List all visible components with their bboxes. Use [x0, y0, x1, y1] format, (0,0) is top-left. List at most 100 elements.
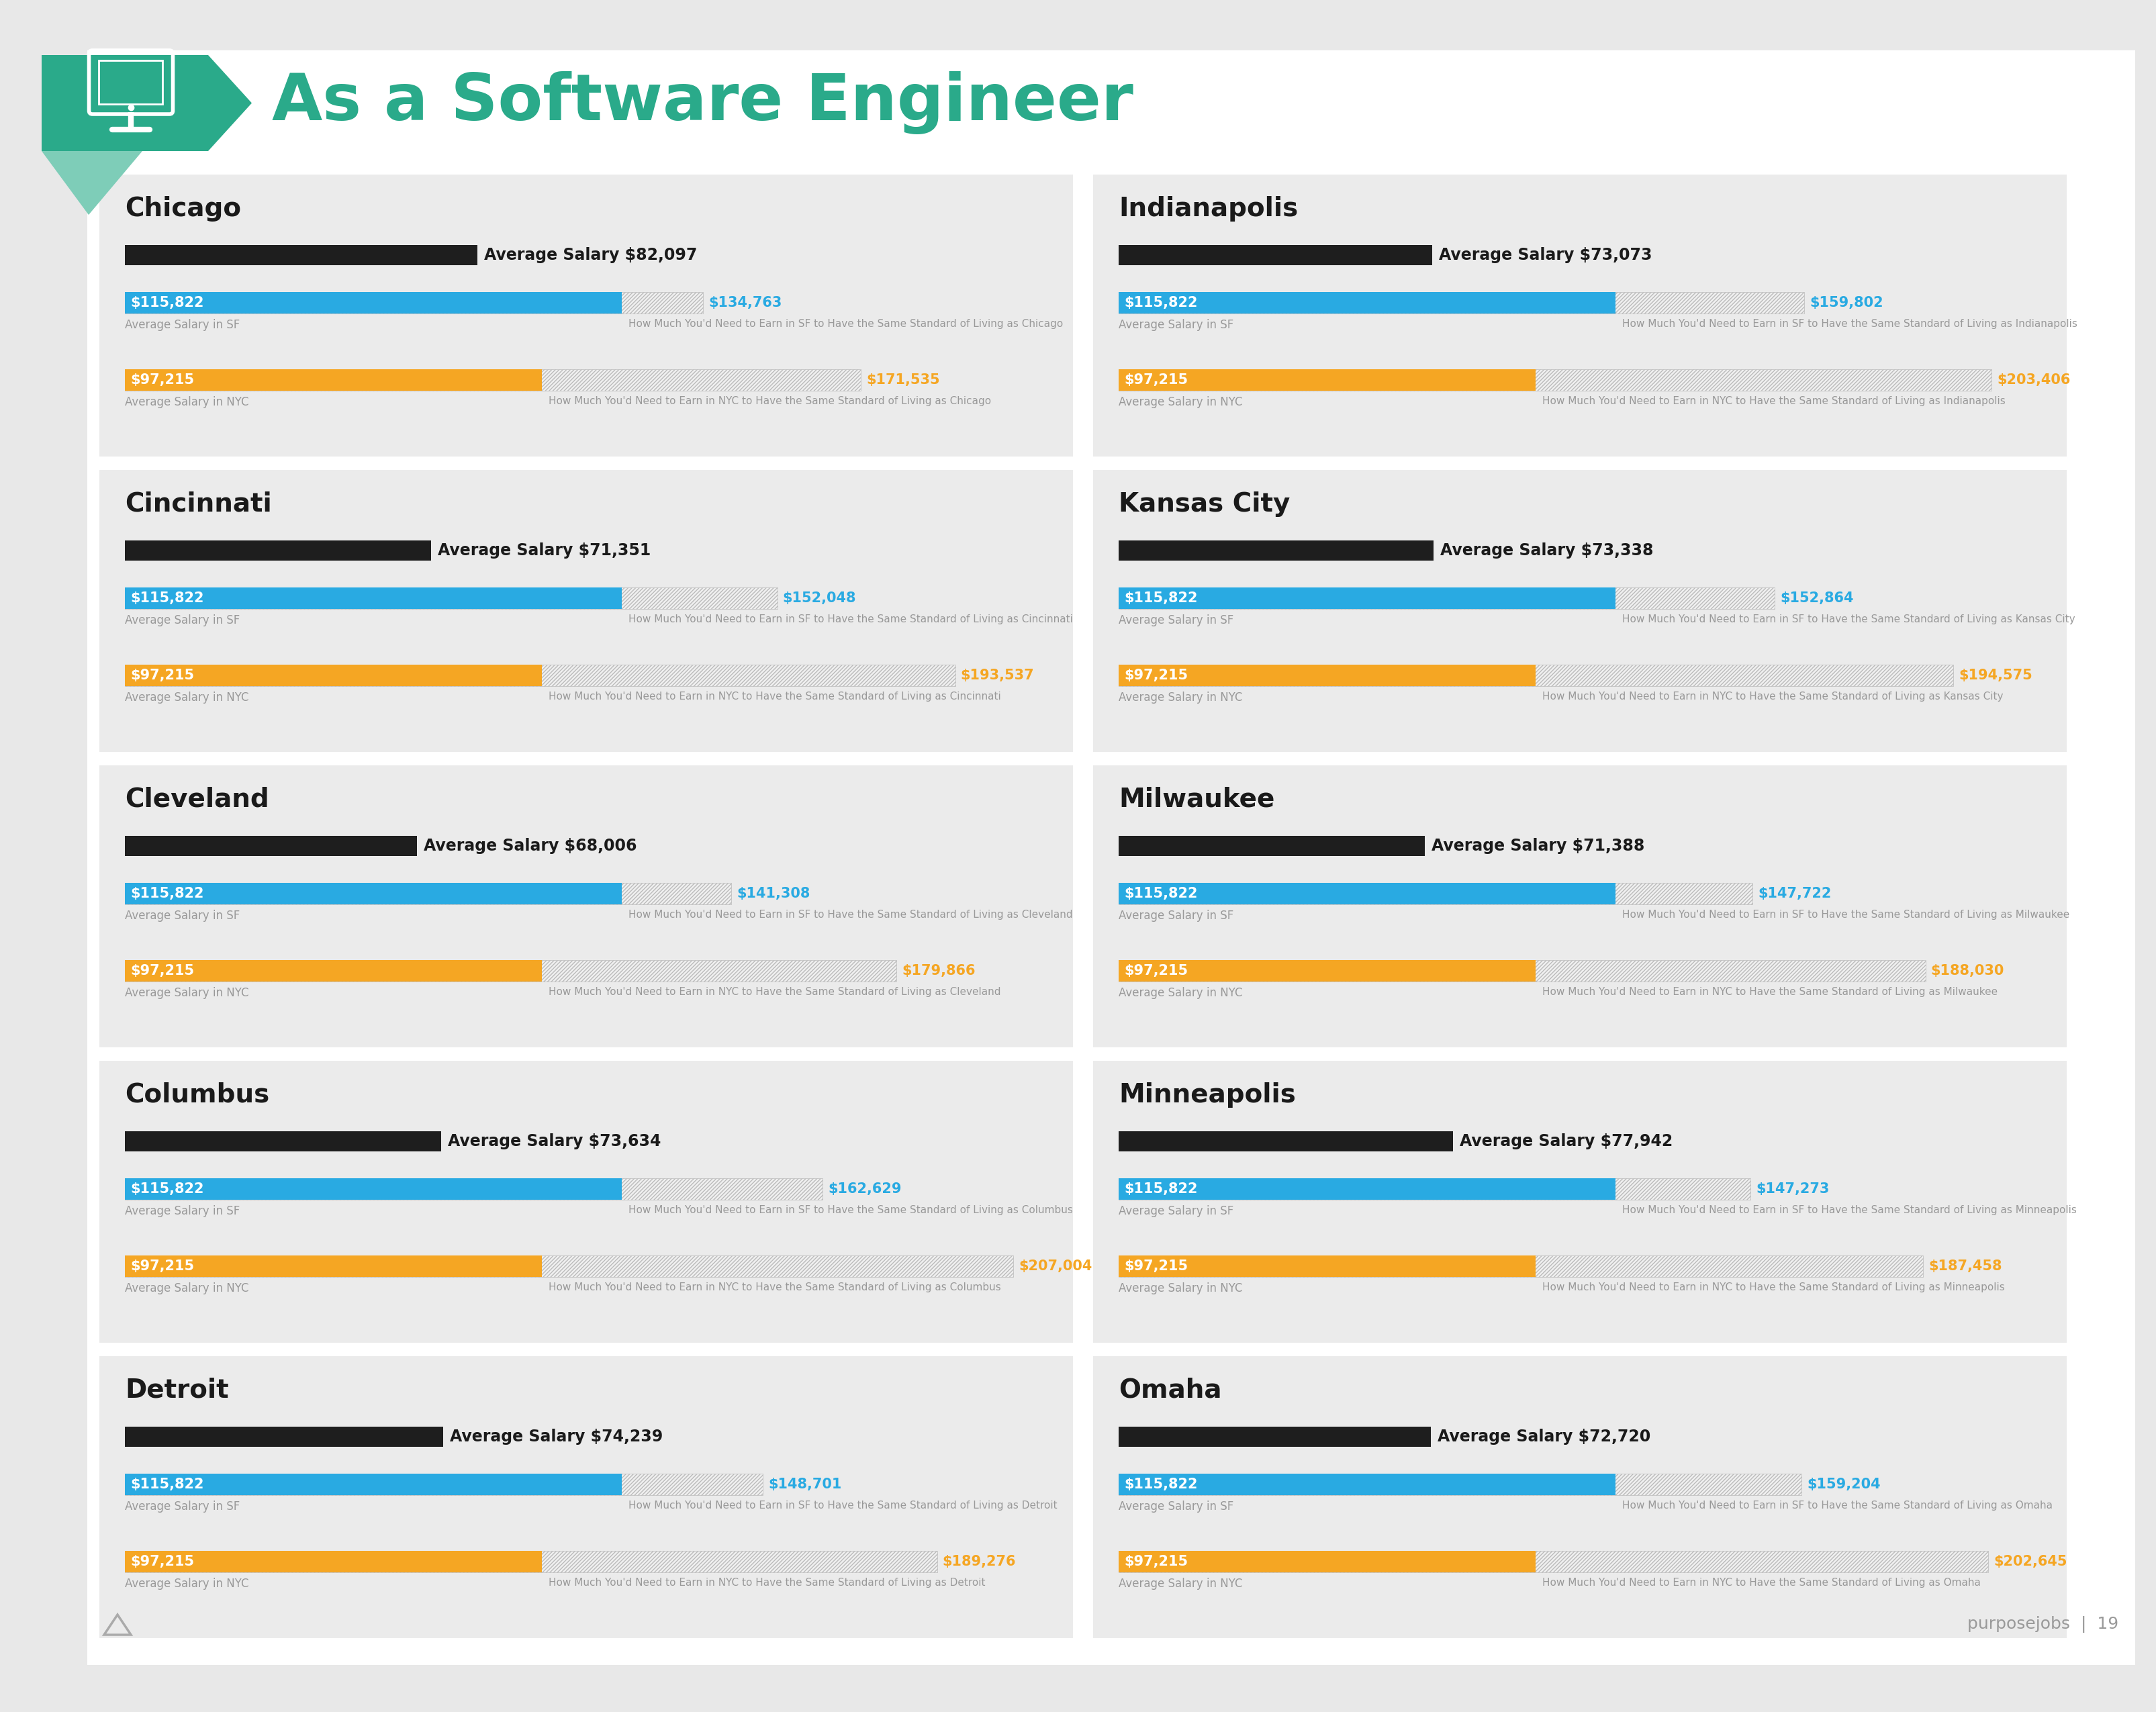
Text: $97,215: $97,215 — [129, 1260, 194, 1274]
Text: $97,215: $97,215 — [129, 964, 194, 978]
Text: Cleveland: Cleveland — [125, 788, 270, 813]
Bar — [1119, 1551, 1535, 1572]
Text: As a Software Engineer: As a Software Engineer — [272, 72, 1132, 135]
Text: Average Salary $73,634: Average Salary $73,634 — [448, 1133, 660, 1149]
Bar — [1093, 175, 2065, 457]
Text: How Much You'd Need to Earn in SF to Have the Same Standard of Living as Minneap: How Much You'd Need to Earn in SF to Hav… — [1621, 1205, 2076, 1216]
Text: Average Salary $71,351: Average Salary $71,351 — [438, 543, 651, 558]
Bar — [1119, 1426, 1429, 1447]
Bar — [125, 587, 621, 609]
Text: $187,458: $187,458 — [1927, 1260, 2001, 1274]
Text: $147,722: $147,722 — [1757, 887, 1830, 901]
Bar — [1119, 1551, 1988, 1572]
Text: $159,802: $159,802 — [1809, 296, 1882, 310]
Text: Average Salary in NYC: Average Salary in NYC — [125, 1282, 248, 1294]
Text: Average Salary in NYC: Average Salary in NYC — [1119, 692, 1242, 704]
Text: How Much You'd Need to Earn in SF to Have the Same Standard of Living as Clevela: How Much You'd Need to Earn in SF to Hav… — [627, 909, 1072, 919]
Text: $115,822: $115,822 — [129, 1183, 203, 1195]
Bar — [1119, 664, 1953, 687]
Text: $97,215: $97,215 — [1123, 373, 1188, 387]
Text: $97,215: $97,215 — [129, 669, 194, 681]
Text: Chicago: Chicago — [125, 197, 241, 221]
Text: $115,822: $115,822 — [129, 887, 203, 901]
Text: Average Salary $77,942: Average Salary $77,942 — [1460, 1133, 1673, 1149]
Text: $171,535: $171,535 — [867, 373, 940, 387]
Text: Indianapolis: Indianapolis — [1119, 197, 1298, 221]
Text: Average Salary in NYC: Average Salary in NYC — [125, 1578, 248, 1590]
Bar — [125, 664, 541, 687]
Text: $97,215: $97,215 — [1123, 1260, 1188, 1274]
Text: $152,864: $152,864 — [1779, 591, 1852, 604]
Text: Omaha: Omaha — [1119, 1378, 1220, 1404]
Text: Average Salary $82,097: Average Salary $82,097 — [483, 247, 696, 264]
Bar — [125, 245, 476, 265]
Text: Average Salary in SF: Average Salary in SF — [1119, 1500, 1233, 1513]
Text: Average Salary in SF: Average Salary in SF — [125, 1205, 239, 1217]
Bar — [125, 1474, 621, 1495]
Bar — [1119, 293, 1615, 313]
Bar — [125, 1255, 541, 1277]
Bar — [1119, 1474, 1615, 1495]
Text: Average Salary in NYC: Average Salary in NYC — [1119, 1282, 1242, 1294]
Bar — [1119, 1255, 1923, 1277]
Bar — [1119, 960, 1925, 981]
Text: How Much You'd Need to Earn in SF to Have the Same Standard of Living as Milwauk: How Much You'd Need to Earn in SF to Hav… — [1621, 909, 2070, 919]
Bar — [1093, 765, 2065, 1048]
Bar — [125, 1255, 1013, 1277]
Text: $159,204: $159,204 — [1807, 1477, 1880, 1491]
Text: Average Salary $73,073: Average Salary $73,073 — [1438, 247, 1651, 264]
Text: $202,645: $202,645 — [1992, 1554, 2065, 1568]
Text: Average Salary in SF: Average Salary in SF — [125, 909, 239, 921]
Text: $97,215: $97,215 — [129, 1554, 194, 1568]
FancyBboxPatch shape — [99, 60, 162, 104]
Bar — [99, 765, 1074, 1048]
Bar — [125, 370, 860, 390]
Bar — [1119, 1132, 1453, 1152]
Bar — [1119, 1255, 1535, 1277]
Polygon shape — [41, 151, 142, 214]
Text: How Much You'd Need to Earn in NYC to Have the Same Standard of Living as Cincin: How Much You'd Need to Earn in NYC to Ha… — [548, 692, 1000, 702]
Text: $148,701: $148,701 — [768, 1477, 841, 1491]
Text: Average Salary in SF: Average Salary in SF — [125, 1500, 239, 1513]
Text: $97,215: $97,215 — [1123, 1554, 1188, 1568]
Text: $115,822: $115,822 — [129, 1477, 203, 1491]
Text: How Much You'd Need to Earn in NYC to Have the Same Standard of Living as Detroi: How Much You'd Need to Earn in NYC to Ha… — [548, 1578, 985, 1587]
Text: Average Salary $71,388: Average Salary $71,388 — [1432, 837, 1645, 854]
Bar — [1119, 1474, 1800, 1495]
Text: $115,822: $115,822 — [129, 591, 203, 604]
Text: $188,030: $188,030 — [1930, 964, 2003, 978]
Text: $115,822: $115,822 — [1123, 1477, 1197, 1491]
Bar — [1119, 245, 1432, 265]
Text: How Much You'd Need to Earn in SF to Have the Same Standard of Living as Omaha: How Much You'd Need to Earn in SF to Hav… — [1621, 1500, 2053, 1510]
Bar — [99, 1356, 1074, 1638]
Bar — [125, 1474, 763, 1495]
Bar — [1119, 587, 1774, 609]
Bar — [125, 664, 955, 687]
Bar — [125, 1551, 936, 1572]
Bar — [99, 1061, 1074, 1342]
Text: How Much You'd Need to Earn in NYC to Have the Same Standard of Living as Minnea: How Much You'd Need to Earn in NYC to Ha… — [1542, 1282, 2005, 1293]
Text: How Much You'd Need to Earn in NYC to Have the Same Standard of Living as Chicag: How Much You'd Need to Earn in NYC to Ha… — [548, 395, 992, 406]
Bar — [1119, 883, 1753, 904]
Text: How Much You'd Need to Earn in NYC to Have the Same Standard of Living as Kansas: How Much You'd Need to Earn in NYC to Ha… — [1542, 692, 2003, 702]
Text: $141,308: $141,308 — [737, 887, 811, 901]
Bar — [125, 1178, 621, 1200]
Text: Average Salary in SF: Average Salary in SF — [1119, 318, 1233, 330]
Bar — [1093, 1061, 2065, 1342]
Text: $207,004: $207,004 — [1018, 1260, 1091, 1274]
Text: Average Salary in NYC: Average Salary in NYC — [1119, 986, 1242, 1000]
Text: Average Salary in SF: Average Salary in SF — [1119, 1205, 1233, 1217]
Text: How Much You'd Need to Earn in NYC to Have the Same Standard of Living as Omaha: How Much You'd Need to Earn in NYC to Ha… — [1542, 1578, 1979, 1587]
Bar — [125, 883, 731, 904]
Bar — [1093, 471, 2065, 752]
Text: $189,276: $189,276 — [942, 1554, 1015, 1568]
Text: Average Salary $68,006: Average Salary $68,006 — [423, 837, 636, 854]
Text: $97,215: $97,215 — [1123, 964, 1188, 978]
Bar — [99, 471, 1074, 752]
Bar — [1093, 1356, 2065, 1638]
Text: $115,822: $115,822 — [1123, 591, 1197, 604]
Text: Minneapolis: Minneapolis — [1119, 1082, 1296, 1108]
Bar — [1119, 541, 1434, 560]
Bar — [1119, 1178, 1751, 1200]
Text: $115,822: $115,822 — [1123, 887, 1197, 901]
